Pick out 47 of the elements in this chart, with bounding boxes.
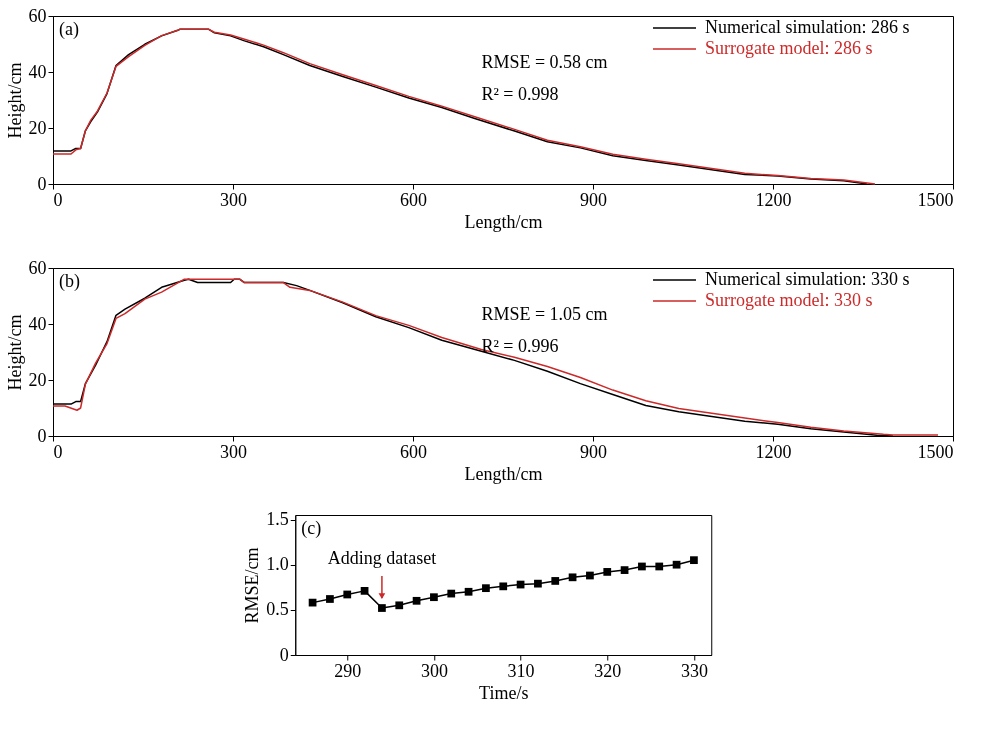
- y-tick-label: 60: [28, 257, 47, 278]
- x-tick-label: 0: [53, 441, 63, 462]
- x-tick-label: 1200: [755, 189, 792, 210]
- x-tick-label: 300: [220, 441, 247, 462]
- y-tick-label: 20: [28, 369, 47, 390]
- annotation: Adding dataset: [327, 548, 437, 569]
- legend-label: Surrogate model: 330 s: [705, 290, 873, 310]
- y-tick-label: 0: [37, 173, 47, 194]
- x-tick-label: 330: [680, 660, 708, 681]
- annotation: (b): [59, 271, 80, 292]
- y-tick-label: 0: [37, 425, 47, 446]
- x-tick-label: 600: [400, 441, 427, 462]
- y-tick-label: 0.5: [266, 599, 289, 620]
- x-axis-title: Time/s: [479, 682, 529, 703]
- x-tick-label: 1200: [755, 441, 792, 462]
- x-tick-label: 900: [580, 189, 607, 210]
- y-axis-title: RMSE/cm: [242, 547, 263, 624]
- annotation: RMSE = 0.58 cm: [481, 52, 608, 72]
- x-tick-label: 600: [400, 189, 427, 210]
- y-tick-label: 40: [28, 61, 47, 82]
- x-tick-label: 1500: [917, 189, 954, 210]
- legend-label: Numerical simulation: 286 s: [705, 17, 910, 37]
- y-tick-label: 20: [28, 117, 47, 138]
- x-tick-label: 300: [420, 660, 448, 681]
- y-tick-label: 0: [279, 644, 289, 665]
- annotation: R² = 0.996: [481, 336, 559, 356]
- x-tick-label: 320: [594, 660, 622, 681]
- x-tick-label: 1500: [917, 441, 954, 462]
- annotation: RMSE = 1.05 cm: [481, 304, 608, 324]
- x-tick-label: 900: [580, 441, 607, 462]
- x-tick-label: 310: [507, 660, 535, 681]
- y-tick-label: 60: [28, 5, 47, 26]
- annotation: (c): [301, 518, 322, 539]
- y-axis-title: Height/cm: [4, 62, 25, 139]
- y-tick-label: 1.0: [266, 554, 289, 575]
- x-tick-label: 300: [220, 189, 247, 210]
- x-tick-label: 290: [334, 660, 362, 681]
- x-axis-title: Length/cm: [464, 463, 543, 484]
- y-tick-label: 1.5: [266, 509, 289, 530]
- legend-label: Surrogate model: 286 s: [705, 38, 873, 58]
- annotation: R² = 0.998: [481, 84, 559, 104]
- x-tick-label: 0: [53, 189, 63, 210]
- y-axis-title: Height/cm: [4, 314, 25, 391]
- y-tick-label: 40: [28, 313, 47, 334]
- annotation: (a): [59, 19, 79, 40]
- x-axis-title: Length/cm: [464, 211, 543, 232]
- legend-label: Numerical simulation: 330 s: [705, 269, 910, 289]
